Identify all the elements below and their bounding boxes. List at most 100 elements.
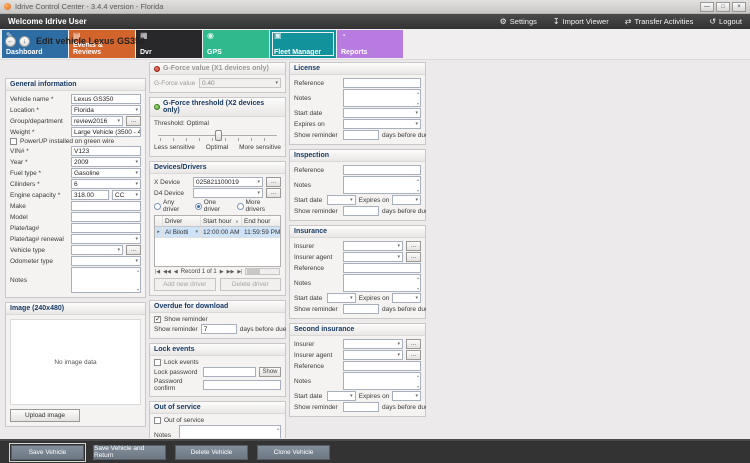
slider-thumb[interactable] (214, 130, 222, 141)
engine-unit-select[interactable]: CC (112, 190, 141, 200)
close-button[interactable]: × (732, 1, 746, 12)
tab-gps[interactable]: ◉ GPS (203, 30, 269, 58)
second-insurance-start-date-select[interactable] (327, 391, 356, 401)
oos-notes-textarea[interactable] (179, 425, 281, 438)
upload-image-button[interactable]: Upload image (10, 409, 80, 422)
group-department-select[interactable]: review2016 (71, 116, 123, 126)
license-notes-textarea[interactable] (343, 89, 421, 107)
delete-driver-button[interactable]: Delete driver (219, 278, 281, 291)
insurer-agent-select[interactable] (343, 252, 403, 262)
start-hour-column-header[interactable]: Start hour ▼ (201, 216, 242, 226)
vehicle-type-browse-button[interactable]: ... (126, 245, 141, 255)
second-insurance-notes-textarea[interactable] (343, 372, 421, 390)
import-viewer-menu-item[interactable]: ↧ Import Viewer (553, 17, 609, 26)
second-insurance-expires-select[interactable] (392, 391, 421, 401)
make-input[interactable] (71, 201, 141, 211)
vin-input[interactable] (71, 146, 141, 156)
prev-page-icon[interactable]: ◀◀ (163, 268, 171, 275)
gforce-threshold-slider[interactable] (158, 129, 277, 143)
inspection-expires-select[interactable] (392, 195, 421, 205)
prev-record-icon[interactable]: ◀ (173, 268, 178, 275)
driver-row[interactable]: ▸ Al Bilotti ▾ 12:00:00 AM 11:59:59 PM (155, 227, 280, 238)
driver-cell[interactable]: Al Bilotti ▾ (163, 227, 201, 237)
odometer-type-select[interactable] (71, 256, 141, 266)
tab-dvr[interactable]: ▦ Dvr (136, 30, 202, 58)
inspection-reminder-input[interactable] (343, 206, 379, 216)
x-device-browse-button[interactable]: ... (266, 177, 281, 187)
general-notes-textarea[interactable] (71, 267, 141, 293)
maximize-button[interactable]: □ (716, 1, 730, 12)
group-department-browse-button[interactable]: ... (126, 116, 141, 126)
inspection-reference-input[interactable] (343, 165, 421, 175)
license-expires-select[interactable] (343, 119, 421, 129)
plate-renewal-select[interactable] (71, 234, 141, 244)
insurance-reference-input[interactable] (343, 263, 421, 273)
x-device-select[interactable]: 025821100019 (193, 177, 263, 187)
overdue-days-input[interactable] (200, 324, 237, 334)
insurance-reminder-input[interactable] (343, 304, 379, 314)
second-insurer-browse-button[interactable]: ... (406, 339, 421, 349)
insurance-expires-select[interactable] (392, 293, 421, 303)
save-vehicle-button[interactable]: Save Vehicle (9, 442, 86, 462)
powerup-checkbox[interactable] (10, 138, 17, 145)
second-insurer-agent-browse-button[interactable]: ... (406, 350, 421, 360)
save-vehicle-and-return-button[interactable]: Save Vehicle and Return (93, 444, 166, 460)
second-insurer-agent-select[interactable] (343, 350, 403, 360)
end-hour-column-header[interactable]: End hour (244, 217, 271, 225)
tab-fleet-manager[interactable]: ▣ Fleet Manager (270, 30, 336, 58)
fuel-type-select[interactable]: Gasoline (71, 168, 141, 178)
more-drivers-radio[interactable] (236, 202, 244, 210)
vehicle-name-input[interactable] (71, 94, 141, 104)
engine-capacity-input[interactable] (71, 190, 109, 200)
inspection-start-date-select[interactable] (327, 195, 356, 205)
password-confirm-input[interactable] (203, 380, 281, 390)
clone-vehicle-button[interactable]: Clone Vehicle (257, 444, 330, 460)
driver-column-header[interactable]: Driver (163, 216, 201, 226)
insurer-agent-browse-button[interactable]: ... (406, 252, 421, 262)
insurer-select[interactable] (343, 241, 403, 251)
next-page-icon[interactable]: ▶▶ (226, 268, 235, 275)
lock-password-input[interactable] (203, 367, 256, 377)
model-input[interactable] (71, 212, 141, 222)
settings-menu-item[interactable]: ⚙ Settings (500, 17, 537, 26)
lock-events-checkbox[interactable] (154, 359, 161, 366)
grid-horizontal-scrollbar[interactable] (245, 268, 280, 275)
license-reference-input[interactable] (343, 78, 421, 88)
first-record-icon[interactable]: |◀ (155, 268, 161, 275)
scroll-down-button[interactable]: ↓ (19, 35, 30, 47)
tab-events-reviews[interactable]: ▤ Events & Reviews (69, 30, 135, 58)
year-select[interactable]: 2009 (71, 157, 141, 167)
show-password-button[interactable]: Show (259, 367, 281, 377)
transfer-activities-menu-item[interactable]: ⇄ Transfer Activities (625, 17, 694, 26)
cylinders-select[interactable]: 6 (71, 179, 141, 189)
add-new-driver-button[interactable]: Add new driver (154, 278, 216, 291)
insurer-browse-button[interactable]: ... (406, 241, 421, 251)
back-button[interactable]: ← (5, 35, 16, 47)
next-record-icon[interactable]: ▶ (219, 268, 224, 275)
insurance-notes-textarea[interactable] (343, 274, 421, 292)
weight-select[interactable]: Large Vehicle (3500 - 4500 pou... (71, 127, 141, 137)
license-reminder-input[interactable] (343, 130, 379, 140)
overdue-show-reminder-checkbox[interactable] (154, 315, 161, 323)
logout-menu-item[interactable]: ↺ Logout (709, 17, 742, 26)
location-select[interactable]: Florida (71, 105, 141, 115)
tab-reports[interactable]: ◔ Reports (337, 30, 403, 58)
minimize-button[interactable]: — (700, 1, 714, 12)
license-start-date-select[interactable] (343, 108, 421, 118)
inspection-notes-textarea[interactable] (343, 176, 421, 194)
out-of-service-checkbox[interactable] (154, 417, 161, 424)
scrollbar-thumb[interactable] (247, 269, 261, 274)
plate-tag-input[interactable] (71, 223, 141, 233)
second-insurance-reference-input[interactable] (343, 361, 421, 371)
d4-device-browse-button[interactable]: ... (266, 188, 281, 198)
one-driver-radio[interactable] (194, 202, 202, 210)
d4-device-select[interactable] (193, 188, 263, 198)
second-insurance-reminder-input[interactable] (343, 402, 379, 412)
last-record-icon[interactable]: ▶| (237, 268, 243, 275)
any-driver-radio[interactable] (154, 202, 161, 210)
vehicle-type-select[interactable] (71, 245, 123, 255)
second-insurer-select[interactable] (343, 339, 403, 349)
insurance-start-date-select[interactable] (327, 293, 356, 303)
end-hour-cell[interactable]: 11:59:59 PM (244, 228, 280, 236)
start-hour-cell[interactable]: 12:00:00 AM (201, 227, 242, 237)
